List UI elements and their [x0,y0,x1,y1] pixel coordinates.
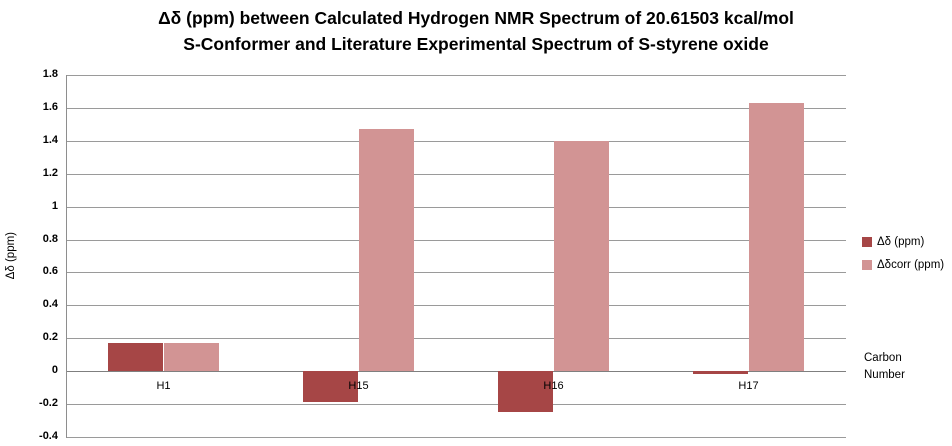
x-category-label: H1 [156,380,171,393]
y-tick-label: 0.2 [42,331,58,343]
legend: Δδ (ppm) Δδcorr (ppm) [862,236,944,282]
gridline [66,437,846,438]
legend-item-1: Δδ (ppm) [862,236,944,248]
bar-h17-series2 [748,102,805,372]
legend-swatch-icon [862,237,872,247]
bar-h16-series2 [553,140,610,372]
legend-label: Δδcorr (ppm) [877,259,945,271]
legend-swatch-icon [862,260,872,270]
gridline [66,108,846,109]
gridline [66,240,846,241]
gridline [66,207,846,208]
bar-h15-series2 [358,129,415,372]
gridline [66,174,846,175]
y-tick-label: 0.4 [42,298,58,310]
bar-h1-series2 [163,343,220,372]
chart-title-line-1: Δδ (ppm) between Calculated Hydrogen NMR… [158,8,794,28]
x-category-label: H16 [543,380,564,393]
y-axis-line [66,75,67,438]
gridline [66,305,846,306]
gridline [66,272,846,273]
chart-title-line-2: S-Conformer and Literature Experimental … [183,34,769,54]
bar-h1-series1 [107,343,164,372]
y-tick-label: 1.6 [42,101,58,113]
gridline [66,338,846,339]
bar-h16-series1 [497,371,554,413]
y-tick-label: -0.2 [39,397,58,409]
y-tick-label: 0.8 [42,233,58,245]
zero-axis-line [66,371,846,372]
y-tick-label: 1.8 [42,68,58,80]
chart-title: Δδ (ppm) between Calculated Hydrogen NMR… [0,5,952,57]
gridline [66,75,846,76]
gridline [66,404,846,405]
y-tick-label: 1 [51,200,58,212]
bar-h17-series1 [692,371,749,375]
y-tick-label: -0.4 [39,430,58,442]
y-tick-label: 1.2 [42,167,58,179]
bar-h15-series1 [302,371,359,403]
legend-item-2: Δδcorr (ppm) [862,259,944,271]
y-tick-label: 1.4 [42,134,58,146]
legend-label: Δδ (ppm) [877,236,925,248]
y-tick-label: 0.6 [42,265,58,277]
x-axis-title: Carbon Number [864,352,905,381]
x-category-label: H15 [348,380,369,393]
gridline [66,141,846,142]
x-category-label: H17 [738,380,759,393]
y-tick-label: 0 [51,364,58,376]
